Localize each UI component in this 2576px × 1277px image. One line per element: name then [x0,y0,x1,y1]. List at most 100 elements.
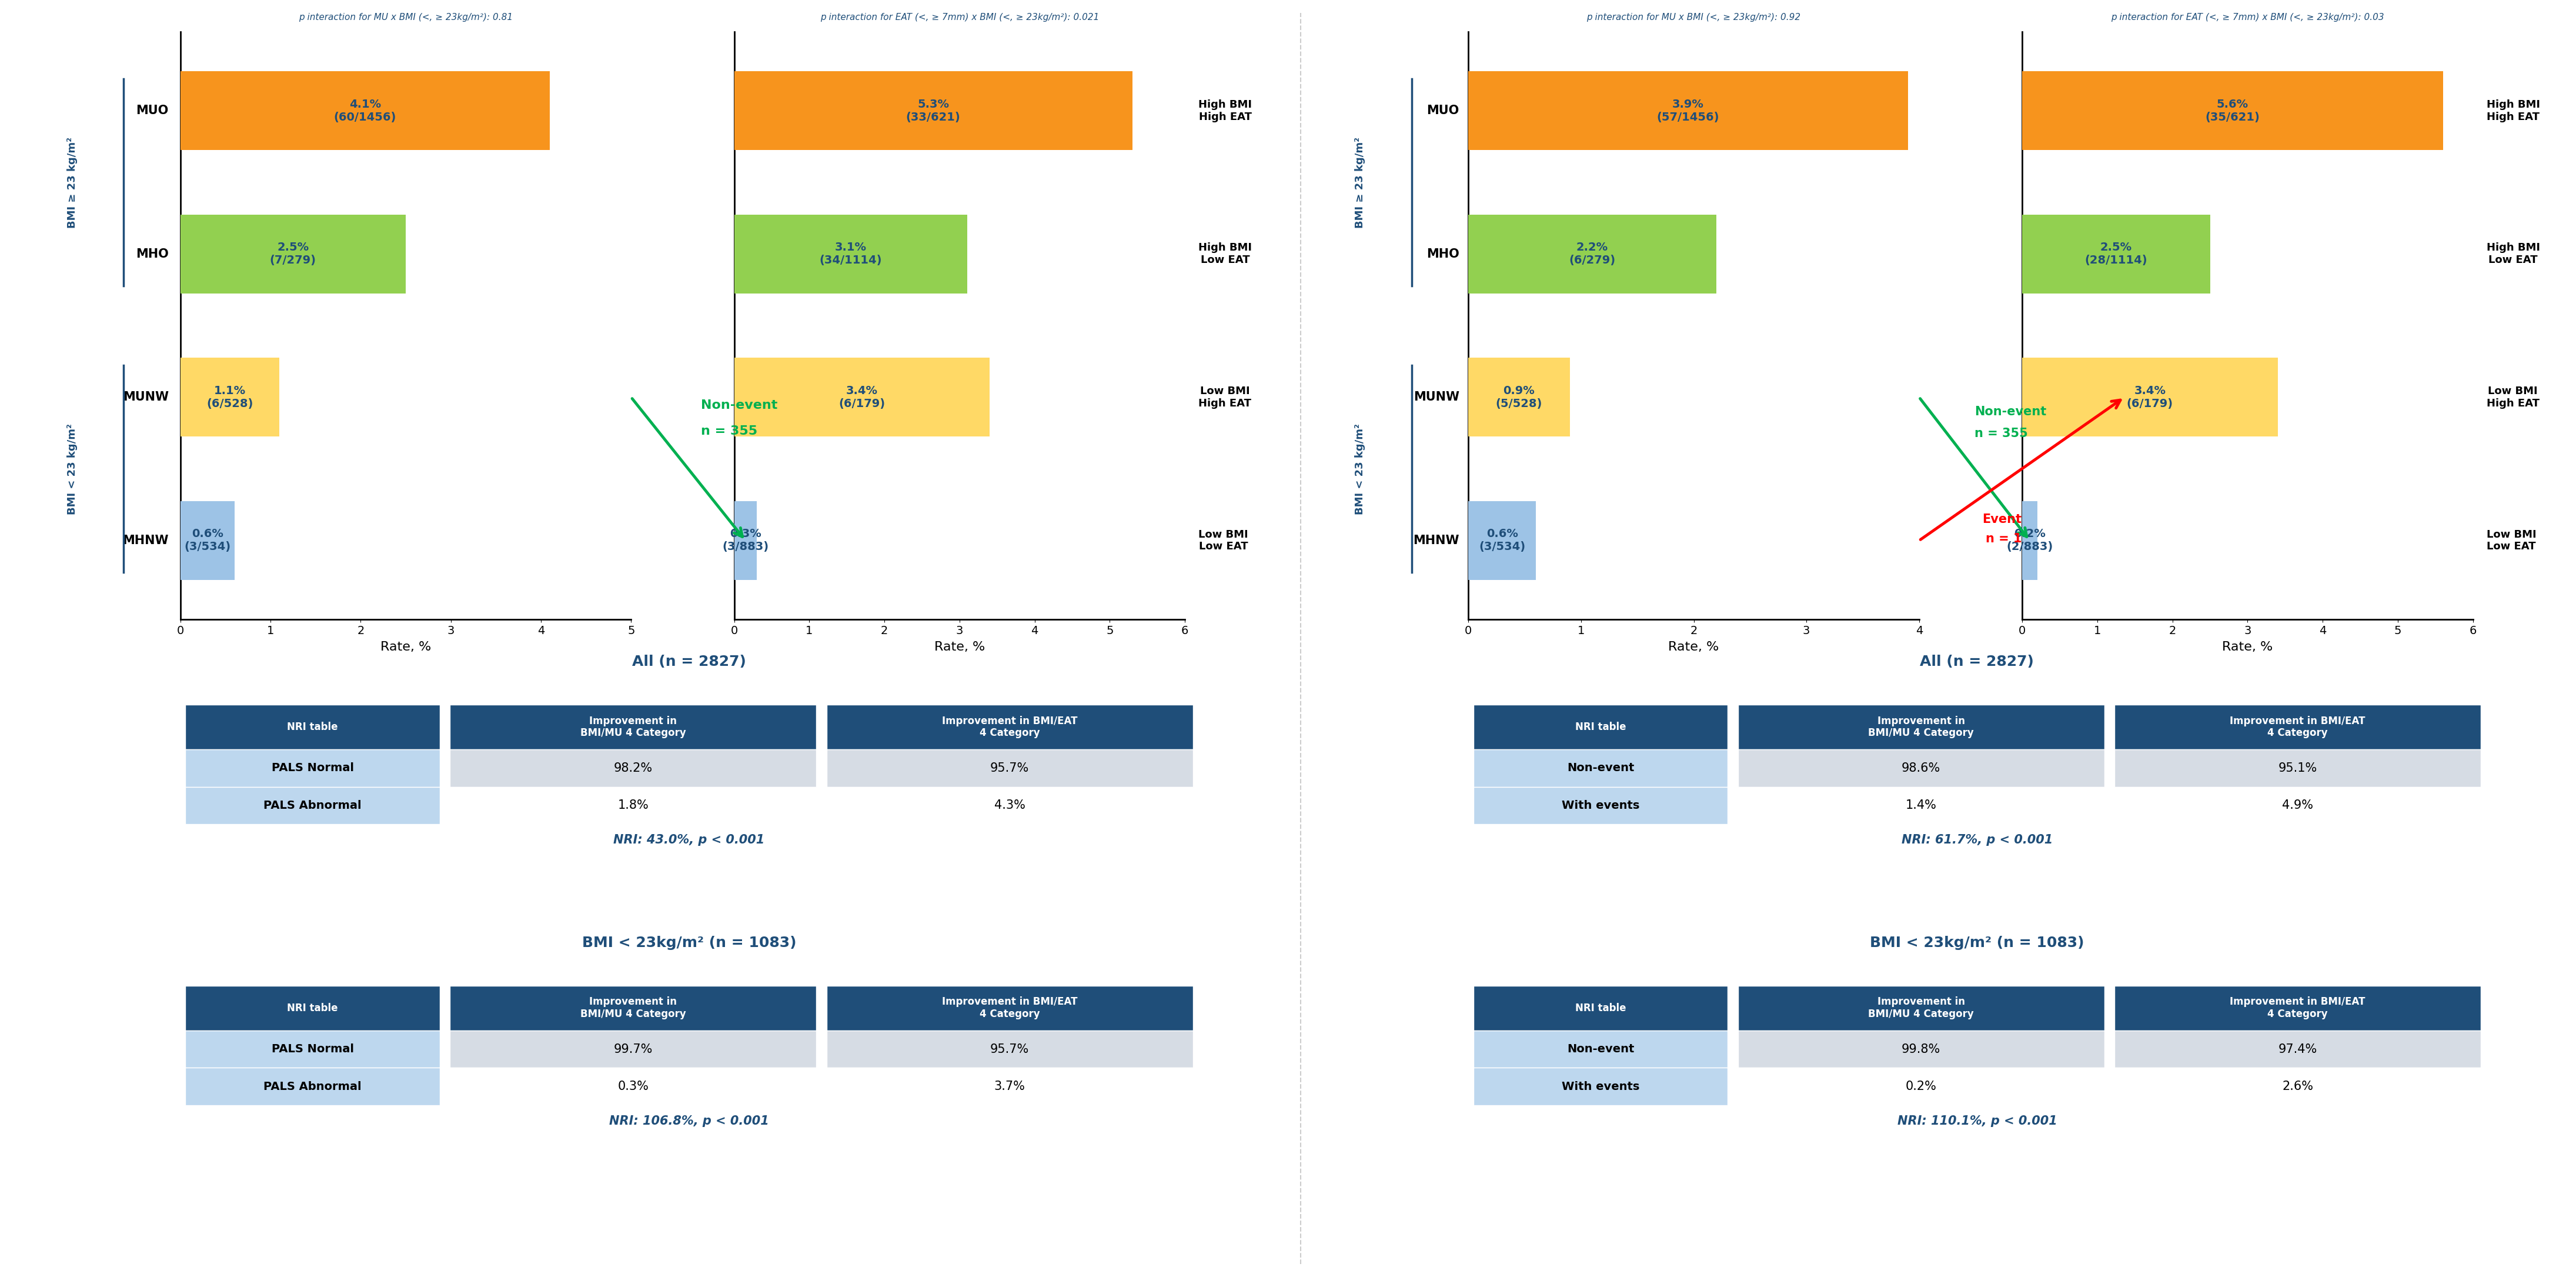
Text: 4.9%: 4.9% [2282,799,2313,811]
Bar [451,1031,817,1068]
Text: MHO: MHO [137,248,167,261]
Bar [734,358,989,437]
Text: n = 355: n = 355 [701,425,757,437]
Bar [185,750,440,787]
Bar [451,705,817,750]
Text: 2.5%
(28/1114): 2.5% (28/1114) [2084,241,2148,266]
Text: 2.5%
(7/279): 2.5% (7/279) [270,241,317,266]
Text: MUO: MUO [137,105,167,116]
Bar [451,986,817,1031]
Text: p interaction for EAT (<, ≥ 7mm) x BMI (<, ≥ 23kg/m²): 0.021: p interaction for EAT (<, ≥ 7mm) x BMI (… [819,13,1100,22]
Text: Non-event: Non-event [1566,762,1633,774]
Text: 99.7%: 99.7% [613,1043,652,1055]
Text: With events: With events [1561,1080,1638,1092]
Bar [2022,72,2442,151]
Bar [827,787,1193,824]
Text: High BMI
Low EAT: High BMI Low EAT [2486,243,2540,266]
Text: 5.6%
(35/621): 5.6% (35/621) [2205,98,2259,123]
Bar [2022,501,2038,580]
Text: 1.8%: 1.8% [618,799,649,811]
Text: 95.7%: 95.7% [989,762,1028,774]
Text: PALS Abnormal: PALS Abnormal [263,799,361,811]
Bar [451,787,817,824]
Text: 3.1%
(34/1114): 3.1% (34/1114) [819,241,881,266]
Text: p interaction for MU x BMI (<, ≥ 23kg/m²): 0.81: p interaction for MU x BMI (<, ≥ 23kg/m²… [299,13,513,22]
Text: High BMI
High EAT: High BMI High EAT [2486,100,2540,123]
Text: MUNW: MUNW [1414,391,1458,404]
Bar [185,1068,440,1105]
Text: 3.7%: 3.7% [994,1080,1025,1092]
Text: 98.6%: 98.6% [1901,762,1940,774]
Text: 0.6%
(3/534): 0.6% (3/534) [1479,529,1525,553]
X-axis label: Rate, %: Rate, % [381,641,430,653]
Bar [827,1031,1193,1068]
Bar [2115,750,2481,787]
Text: Non-event: Non-event [701,400,778,411]
Text: 3.9%
(57/1456): 3.9% (57/1456) [1656,98,1718,123]
Text: All (n = 2827): All (n = 2827) [1919,655,2035,669]
Text: High BMI
Low EAT: High BMI Low EAT [1198,243,1252,266]
Bar [734,501,757,580]
Bar [185,1031,440,1068]
Text: PALS Abnormal: PALS Abnormal [263,1080,361,1092]
Bar [1473,750,1728,787]
Bar [451,750,817,787]
Bar [451,1068,817,1105]
Text: 0.2%
(2/883): 0.2% (2/883) [2007,529,2053,553]
Text: 0.9%
(5/528): 0.9% (5/528) [1497,386,1543,410]
Bar [827,750,1193,787]
Text: Non-event: Non-event [1973,406,2045,418]
Bar [180,215,407,294]
Bar [1739,787,2105,824]
Text: p interaction for MU x BMI (<, ≥ 23kg/m²): 0.92: p interaction for MU x BMI (<, ≥ 23kg/m²… [1587,13,1801,22]
Bar [1473,1031,1728,1068]
Text: Low BMI
Low EAT: Low BMI Low EAT [2486,529,2537,552]
Text: Improvement in BMI/EAT
4 Category: Improvement in BMI/EAT 4 Category [943,996,1077,1019]
X-axis label: Rate, %: Rate, % [935,641,984,653]
Text: NRI table: NRI table [286,1002,337,1013]
Text: High BMI
High EAT: High BMI High EAT [1198,100,1252,123]
Bar [1739,705,2105,750]
Bar [185,986,440,1031]
X-axis label: Rate, %: Rate, % [1669,641,1718,653]
Text: All (n = 2827): All (n = 2827) [631,655,747,669]
Text: BMI < 23 kg/m²: BMI < 23 kg/m² [1355,424,1365,515]
Text: 95.7%: 95.7% [989,1043,1028,1055]
Text: NRI table: NRI table [1574,1002,1625,1013]
Text: BMI ≥ 23 kg/m²: BMI ≥ 23 kg/m² [1355,137,1365,229]
Text: 5.3%
(33/621): 5.3% (33/621) [907,98,961,123]
Text: 0.6%
(3/534): 0.6% (3/534) [183,529,232,553]
Bar [180,358,281,437]
Text: Improvement in
BMI/MU 4 Category: Improvement in BMI/MU 4 Category [1868,996,1973,1019]
Bar [1473,1068,1728,1105]
Text: Improvement in BMI/EAT
4 Category: Improvement in BMI/EAT 4 Category [943,715,1077,738]
Bar [827,986,1193,1031]
Bar [2115,986,2481,1031]
Bar [1468,358,1569,437]
Text: MHNW: MHNW [1414,535,1458,547]
Bar [2022,358,2277,437]
Text: 2.2%
(6/279): 2.2% (6/279) [1569,241,1615,266]
Bar [1473,705,1728,750]
Text: Event: Event [1984,513,2022,525]
Text: NRI: 61.7%, p < 0.001: NRI: 61.7%, p < 0.001 [1901,834,2053,845]
Text: Non-event: Non-event [1566,1043,1633,1055]
Text: 3.4%
(6/179): 3.4% (6/179) [2128,386,2174,410]
Bar [2115,787,2481,824]
Text: p interaction for EAT (<, ≥ 7mm) x BMI (<, ≥ 23kg/m²): 0.03: p interaction for EAT (<, ≥ 7mm) x BMI (… [2110,13,2385,22]
Text: MUO: MUO [1427,105,1458,116]
Text: 99.8%: 99.8% [1901,1043,1940,1055]
Bar [1739,1031,2105,1068]
Bar [2115,1068,2481,1105]
Text: Low BMI
Low EAT: Low BMI Low EAT [1198,529,1249,552]
Text: NRI table: NRI table [1574,722,1625,732]
Bar [1468,72,1909,151]
Text: BMI < 23kg/m² (n = 1083): BMI < 23kg/m² (n = 1083) [1870,936,2084,950]
Bar [2022,215,2210,294]
Text: 1.1%
(6/528): 1.1% (6/528) [206,386,252,410]
Text: 98.2%: 98.2% [613,762,652,774]
Bar [1739,1068,2105,1105]
Text: MHNW: MHNW [124,535,167,547]
Text: Improvement in BMI/EAT
4 Category: Improvement in BMI/EAT 4 Category [2231,715,2365,738]
Text: Improvement in BMI/EAT
4 Category: Improvement in BMI/EAT 4 Category [2231,996,2365,1019]
